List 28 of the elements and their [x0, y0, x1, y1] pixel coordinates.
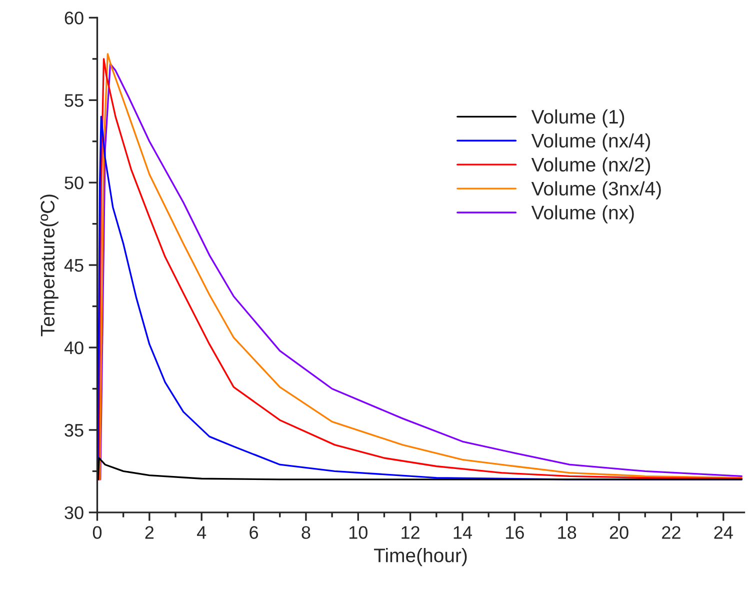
legend-label: Volume (1)	[531, 109, 624, 128]
x-tick-label: 12	[402, 526, 420, 539]
y-tick-label: 45	[64, 259, 84, 272]
legend-label: Volume (nx/4)	[531, 133, 650, 152]
x-tick-label: 22	[662, 526, 680, 539]
y-tick-label: 60	[64, 12, 84, 24]
x-tick-label: 6	[250, 526, 258, 539]
y-tick-label: 50	[64, 176, 84, 190]
y-tick-label: 55	[64, 94, 84, 107]
x-tick-label: 4	[196, 526, 206, 539]
x-axis-title: Time(hour)	[374, 548, 467, 566]
x-tick-label: 10	[349, 526, 368, 539]
x-tick-label: 24	[714, 526, 733, 539]
legend-label: Volume (nx/2)	[531, 157, 650, 176]
x-tick-label: 14	[454, 526, 472, 539]
x-tick-label: 2	[145, 526, 154, 539]
legend-label: Volume (3nx/4)	[531, 181, 661, 200]
y-tick-label: 35	[64, 424, 84, 437]
x-tick-label: 18	[558, 526, 576, 539]
line-series	[97, 457, 742, 480]
x-tick-label: 8	[302, 526, 310, 539]
x-tick-label: 20	[610, 526, 628, 539]
y-tick-label: 30	[64, 506, 84, 520]
y-tick-label: 40	[64, 341, 84, 354]
x-tick-label: 16	[506, 526, 524, 539]
legend-label: Volume (nx)	[531, 205, 634, 224]
x-tick-label: 0	[92, 526, 102, 539]
y-axis-title: Temperature(ºC)	[40, 194, 58, 336]
